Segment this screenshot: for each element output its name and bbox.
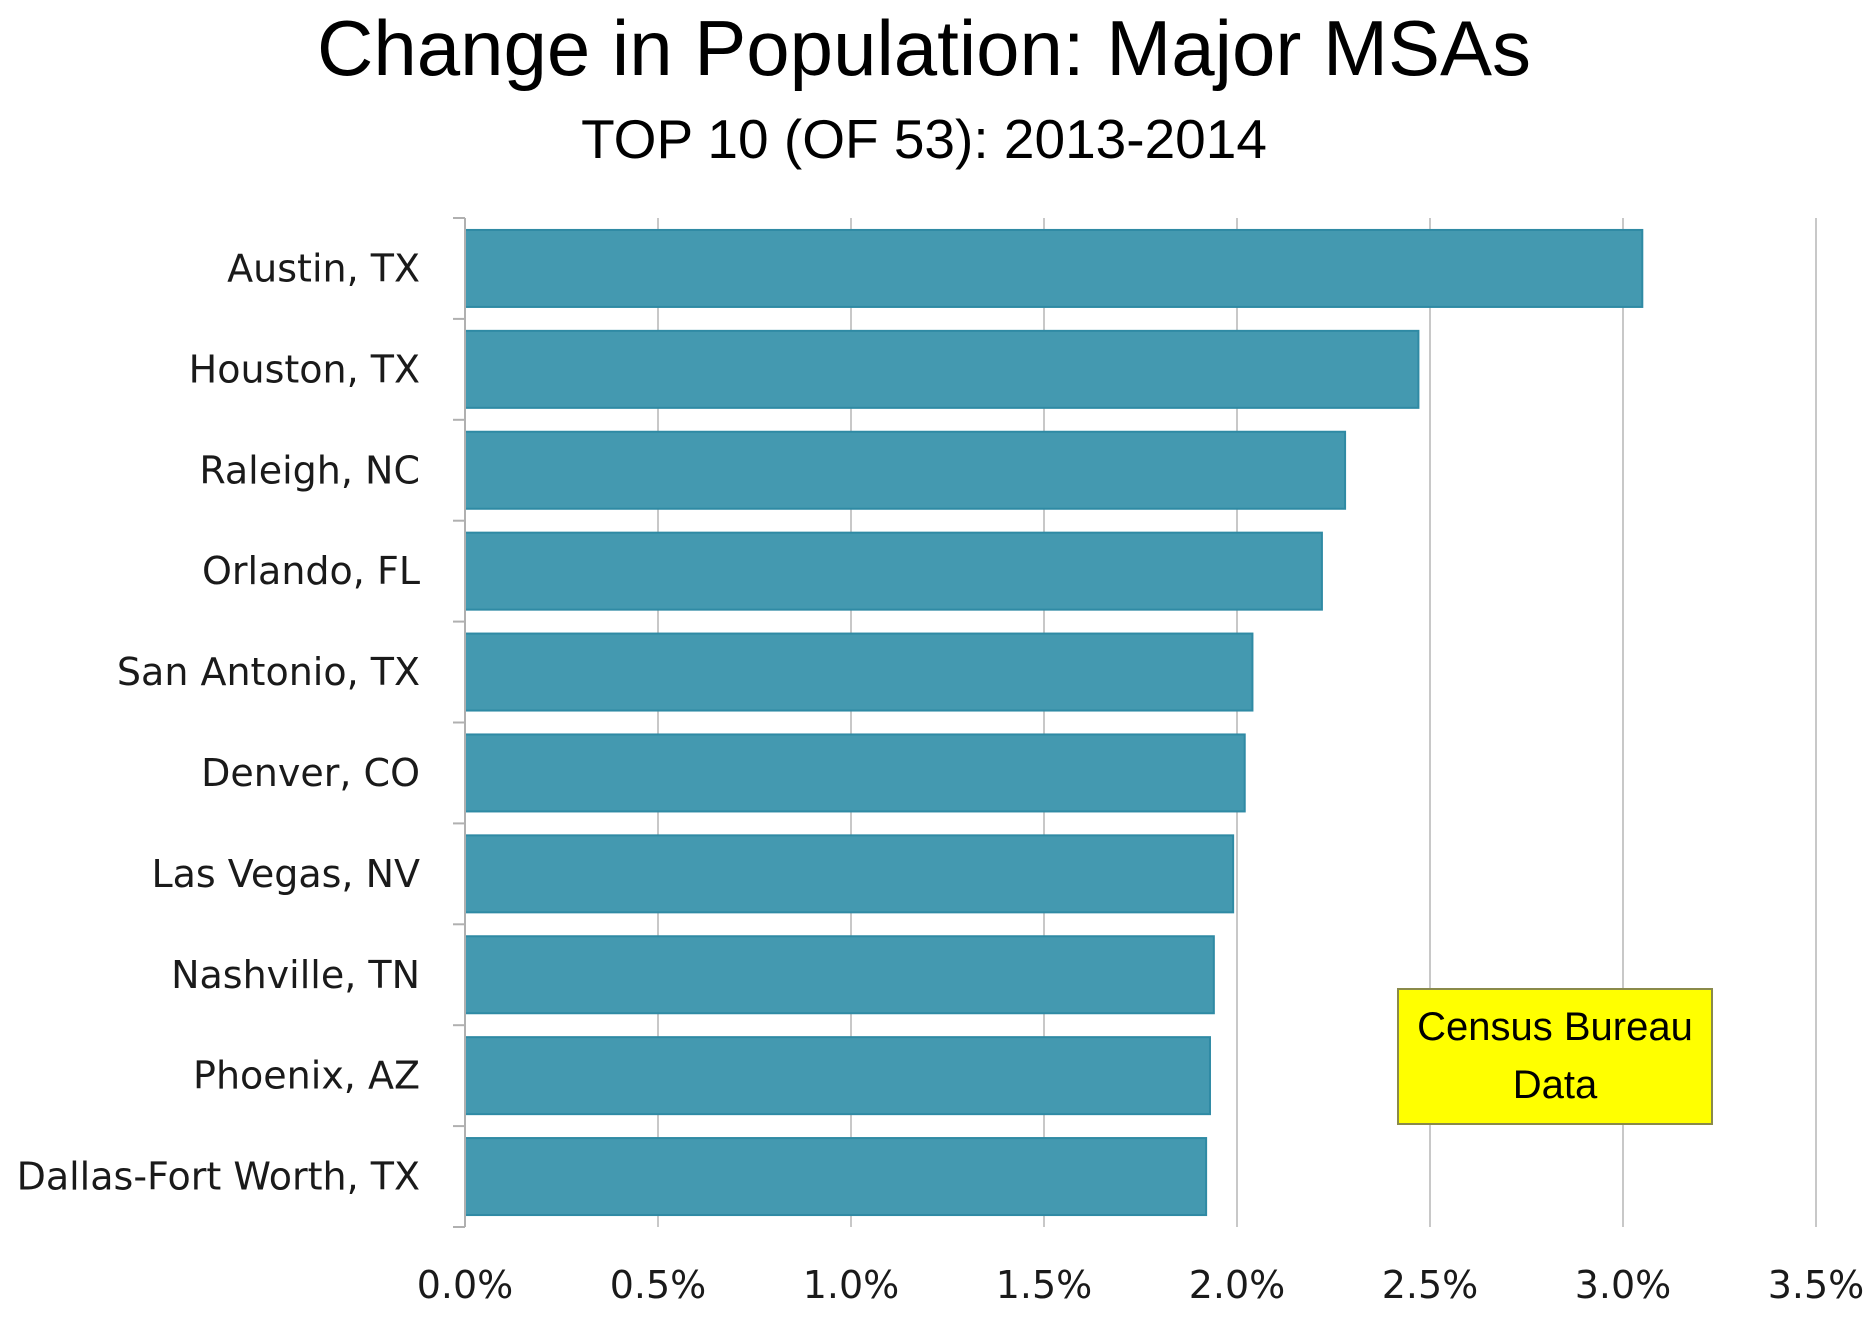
category-label: Houston, TX <box>189 347 420 391</box>
bar <box>464 531 1323 611</box>
bar <box>464 329 1420 409</box>
census-note-line-2: Data <box>1513 1063 1598 1107</box>
category-label: Austin, TX <box>227 246 420 290</box>
category-label: Dallas-Fort Worth, TX <box>17 1155 420 1199</box>
category-labels: Austin, TX Houston, TX Raleigh, NC Orlando,… <box>17 246 420 1198</box>
category-label: Phoenix, AZ <box>193 1054 420 1098</box>
census-note: Census Bureau Data <box>1397 988 1713 1125</box>
census-note-box <box>1397 988 1713 1125</box>
x-tick-label: 2.5% <box>1382 1263 1479 1307</box>
bar <box>464 733 1246 813</box>
bar <box>464 1137 1208 1217</box>
chart-subtitle: TOP 10 (OF 53): 2013-2014 <box>581 108 1267 170</box>
axes <box>453 217 466 1228</box>
bar <box>464 632 1254 712</box>
category-label: Denver, CO <box>201 751 420 795</box>
bars <box>464 228 1644 1217</box>
category-label: San Antonio, TX <box>117 650 420 694</box>
category-label: Raleigh, NC <box>199 448 420 492</box>
x-tick-label: 1.5% <box>996 1263 1093 1307</box>
category-label: Nashville, TN <box>171 953 420 997</box>
bar <box>464 228 1644 308</box>
category-label: Orlando, FL <box>202 549 420 593</box>
chart-title: Change in Population: Major MSAs <box>317 4 1531 92</box>
x-tick-label: 3.5% <box>1768 1263 1865 1307</box>
census-note-line-1: Census Bureau <box>1417 1005 1693 1049</box>
x-tick-label: 2.0% <box>1189 1263 1286 1307</box>
tick-labels: 0.0% 0.5% 1.0% 1.5% 2.0% 2.5% 3.0% 3.5% <box>417 1263 1865 1307</box>
bar <box>464 430 1347 510</box>
x-tick-label: 1.0% <box>803 1263 900 1307</box>
bar <box>464 1036 1211 1116</box>
x-tick-label: 3.0% <box>1575 1263 1672 1307</box>
x-tick-label: 0.0% <box>417 1263 514 1307</box>
bar <box>464 935 1215 1015</box>
x-tick-label: 0.5% <box>610 1263 707 1307</box>
category-label: Las Vegas, NV <box>151 852 420 896</box>
bar <box>464 834 1235 914</box>
